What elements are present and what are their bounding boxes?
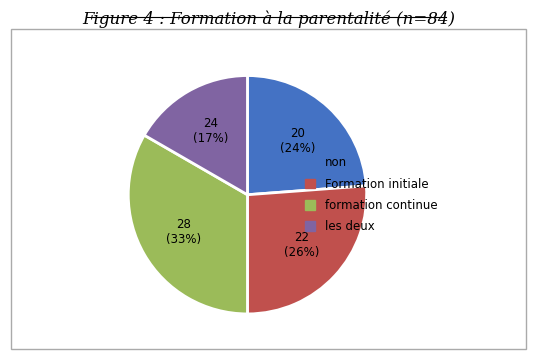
Text: 22
(26%): 22 (26%) bbox=[284, 231, 320, 259]
Legend: non, Formation initiale, formation continue, les deux: non, Formation initiale, formation conti… bbox=[301, 153, 441, 237]
Wedge shape bbox=[128, 135, 248, 314]
Wedge shape bbox=[248, 186, 367, 314]
Wedge shape bbox=[248, 76, 366, 195]
Text: 24
(17%): 24 (17%) bbox=[193, 117, 228, 145]
Text: 28
(33%): 28 (33%) bbox=[166, 218, 201, 246]
Text: Figure 4 : Formation à la parentalité (n=84): Figure 4 : Formation à la parentalité (n… bbox=[82, 11, 455, 28]
Text: 20
(24%): 20 (24%) bbox=[280, 127, 315, 155]
Wedge shape bbox=[144, 76, 248, 195]
